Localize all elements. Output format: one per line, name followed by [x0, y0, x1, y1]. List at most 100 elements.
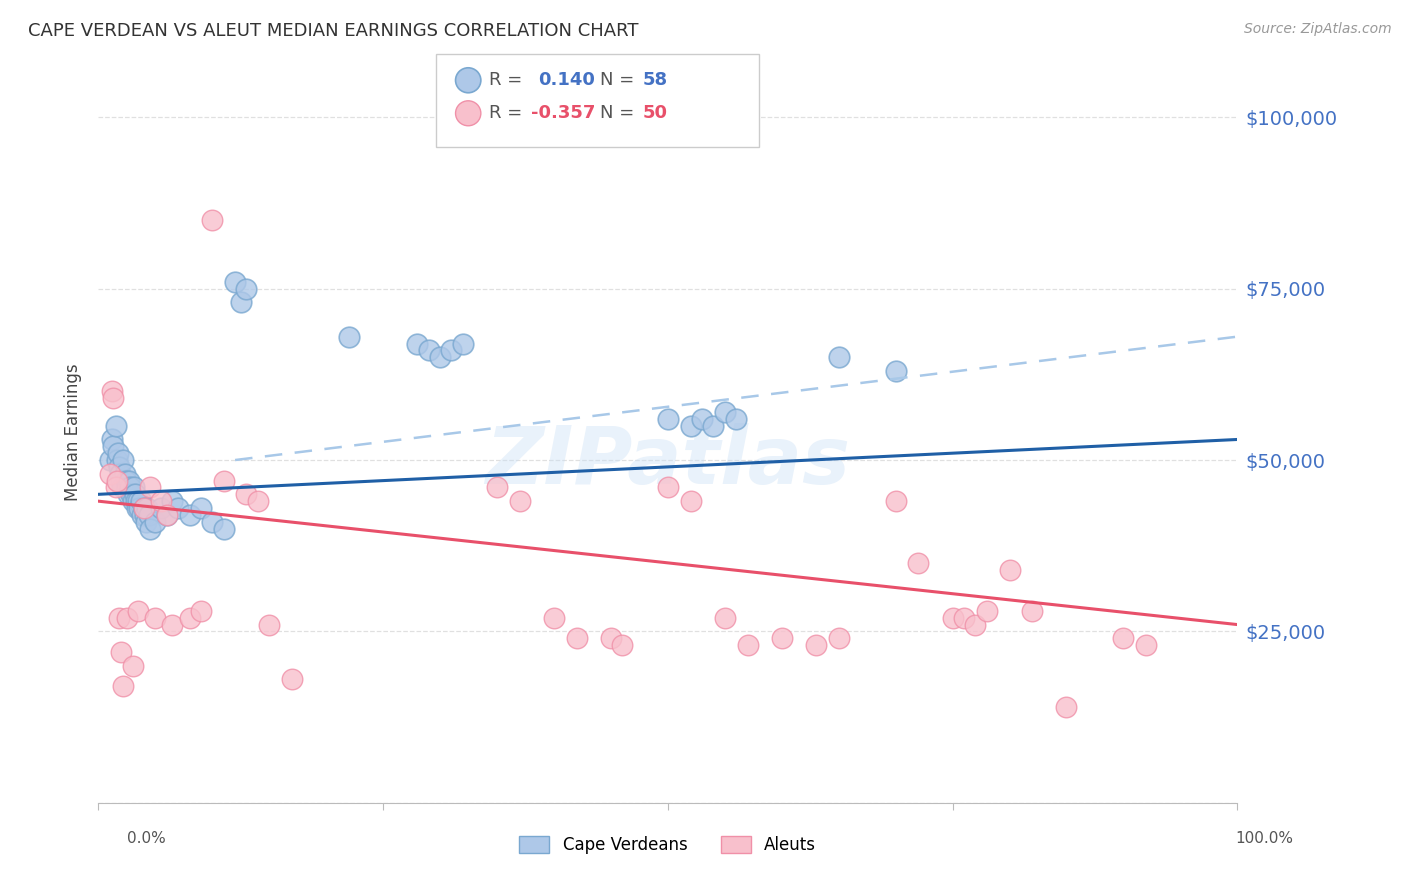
Point	[114, 474, 136, 488]
Legend: Cape Verdeans, Aleuts: Cape Verdeans, Aleuts	[513, 830, 823, 861]
Point	[212, 522, 235, 536]
Text: 100.0%: 100.0%	[1236, 831, 1294, 846]
Text: 0.140: 0.140	[538, 71, 595, 89]
Point	[136, 501, 159, 516]
Point	[235, 282, 257, 296]
Point	[134, 508, 156, 522]
Point	[565, 632, 588, 646]
Point	[235, 487, 257, 501]
Point	[714, 405, 737, 419]
Point	[657, 480, 679, 494]
Text: -0.357: -0.357	[531, 104, 596, 122]
Point	[125, 494, 148, 508]
Point	[246, 494, 269, 508]
Text: Source: ZipAtlas.com: Source: ZipAtlas.com	[1244, 22, 1392, 37]
Point	[138, 480, 160, 494]
Point	[190, 604, 212, 618]
Text: 50: 50	[643, 104, 668, 122]
Point	[429, 350, 451, 364]
Point	[115, 480, 138, 494]
Point	[451, 336, 474, 351]
Point	[156, 508, 179, 522]
Text: N =: N =	[600, 71, 640, 89]
Point	[128, 501, 150, 516]
Point	[418, 343, 440, 358]
Point	[212, 474, 235, 488]
Point	[118, 474, 141, 488]
Point	[105, 474, 128, 488]
Point	[259, 617, 281, 632]
Point	[103, 392, 125, 406]
Point	[110, 474, 132, 488]
Point	[115, 610, 138, 624]
Point	[725, 412, 748, 426]
Point	[179, 508, 201, 522]
Point	[190, 501, 212, 516]
Point	[1112, 632, 1135, 646]
Point	[942, 610, 965, 624]
Point	[702, 418, 724, 433]
Point	[112, 453, 135, 467]
Point	[104, 418, 127, 433]
Point	[737, 638, 759, 652]
Point	[828, 350, 851, 364]
Point	[486, 480, 509, 494]
Point	[145, 515, 167, 529]
Point	[124, 487, 146, 501]
Y-axis label: Median Earnings: Median Earnings	[65, 364, 83, 501]
Point	[612, 638, 634, 652]
Text: ZIPatlas: ZIPatlas	[485, 423, 851, 501]
Text: CAPE VERDEAN VS ALEUT MEDIAN EARNINGS CORRELATION CHART: CAPE VERDEAN VS ALEUT MEDIAN EARNINGS CO…	[28, 22, 638, 40]
Point	[105, 453, 128, 467]
Point	[714, 610, 737, 624]
Point	[120, 487, 142, 501]
Point	[132, 501, 155, 516]
Point	[107, 446, 129, 460]
Point	[121, 658, 143, 673]
Point	[770, 632, 793, 646]
Point	[179, 610, 201, 624]
Point	[337, 329, 360, 343]
Point	[132, 501, 155, 516]
Point	[138, 508, 160, 522]
Point	[98, 453, 121, 467]
Text: R =: R =	[489, 71, 529, 89]
Point	[104, 480, 127, 494]
Point	[127, 604, 149, 618]
Point	[167, 501, 190, 516]
Point	[114, 467, 136, 481]
Point	[543, 610, 565, 624]
Point	[281, 673, 304, 687]
Text: 58: 58	[643, 71, 668, 89]
Point	[145, 610, 167, 624]
Point	[976, 604, 998, 618]
Point	[120, 480, 142, 494]
Point	[111, 480, 134, 494]
Point	[1054, 699, 1078, 714]
Point	[509, 494, 531, 508]
Point	[117, 487, 139, 501]
Point	[907, 556, 929, 570]
Point	[1021, 604, 1043, 618]
Point	[127, 501, 149, 516]
Point	[101, 433, 124, 447]
Point	[101, 384, 124, 399]
Point	[112, 679, 135, 693]
Point	[108, 459, 131, 474]
Point	[600, 632, 623, 646]
Text: 0.0%: 0.0%	[127, 831, 166, 846]
Point	[953, 610, 976, 624]
Point	[108, 467, 131, 481]
Point	[110, 645, 132, 659]
Point	[121, 494, 143, 508]
Point	[150, 501, 173, 516]
Point	[98, 467, 121, 481]
Point	[440, 343, 463, 358]
Point	[1135, 638, 1157, 652]
Point	[122, 480, 145, 494]
Point	[201, 515, 224, 529]
Point	[884, 364, 907, 378]
Point	[828, 632, 851, 646]
Point	[162, 617, 184, 632]
Point	[224, 275, 246, 289]
